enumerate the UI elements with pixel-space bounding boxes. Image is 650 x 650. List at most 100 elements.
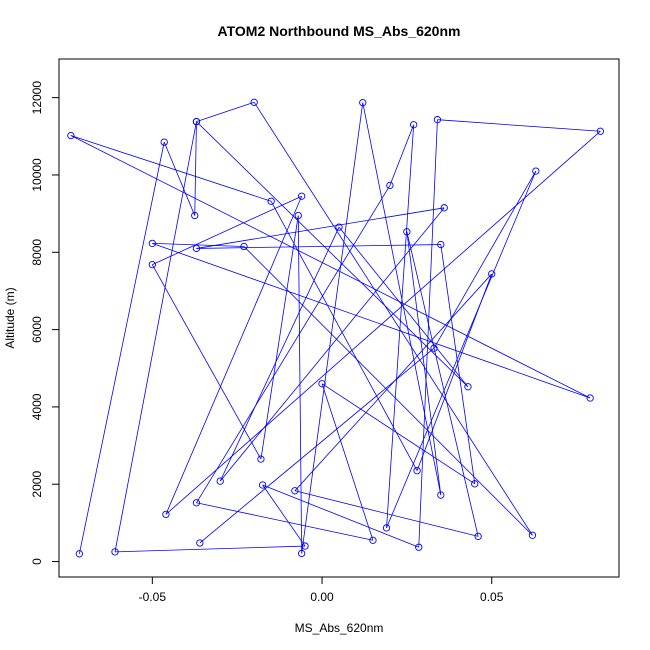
data-point bbox=[148, 261, 156, 269]
series-segment bbox=[199, 347, 435, 544]
series-segment bbox=[260, 215, 299, 460]
series-segment bbox=[196, 121, 469, 388]
data-point bbox=[488, 270, 496, 278]
data-point bbox=[111, 548, 119, 556]
data-point bbox=[240, 242, 248, 251]
series-segment bbox=[321, 383, 374, 541]
data-point bbox=[415, 543, 423, 551]
series-segment bbox=[219, 226, 340, 482]
data-point bbox=[433, 116, 442, 124]
data-point bbox=[162, 510, 170, 519]
series-segment bbox=[321, 383, 475, 485]
series-segment bbox=[433, 170, 537, 349]
data-point bbox=[335, 223, 343, 231]
data-point bbox=[298, 549, 306, 558]
series-segment bbox=[114, 121, 197, 552]
series-points bbox=[67, 98, 604, 558]
series-lines bbox=[70, 101, 601, 554]
y-axis: 0 2000 4000 6000 8000 10000 12000 bbox=[30, 81, 60, 565]
x-axis: -0.05 0.00 0.05 bbox=[139, 576, 504, 604]
data-point bbox=[294, 211, 302, 220]
data-point bbox=[67, 131, 75, 140]
data-point bbox=[413, 467, 421, 475]
data-point bbox=[267, 197, 275, 205]
series-segment bbox=[386, 124, 415, 528]
data-point bbox=[430, 344, 438, 352]
series-segment bbox=[152, 195, 302, 266]
x-tick-label: 0.00 bbox=[310, 590, 334, 604]
data-point bbox=[148, 239, 156, 248]
series-segment bbox=[406, 231, 479, 537]
data-point bbox=[318, 380, 326, 388]
series-segment bbox=[194, 121, 197, 216]
data-point bbox=[440, 204, 448, 212]
series-segment bbox=[406, 231, 442, 496]
data-point bbox=[291, 487, 299, 495]
data-point bbox=[191, 211, 199, 220]
data-point bbox=[301, 542, 309, 550]
series-segment bbox=[163, 141, 196, 216]
series-segment bbox=[219, 207, 445, 482]
series-segment bbox=[165, 196, 303, 515]
series-segment bbox=[338, 226, 469, 388]
x-tick-label: 0.05 bbox=[480, 590, 504, 604]
series-segment bbox=[389, 124, 415, 186]
data-point bbox=[437, 240, 445, 249]
series-segment bbox=[152, 242, 244, 247]
y-tick-label: 2000 bbox=[30, 471, 44, 498]
series-segment bbox=[196, 244, 441, 249]
series-segment bbox=[301, 102, 364, 554]
data-point bbox=[464, 383, 472, 391]
series-segment bbox=[165, 130, 601, 515]
series-segment bbox=[196, 185, 391, 503]
series-segment bbox=[196, 207, 445, 249]
data-point bbox=[192, 499, 201, 507]
series-segment bbox=[270, 201, 418, 471]
data-point bbox=[258, 481, 267, 489]
data-point bbox=[410, 121, 418, 129]
series-segment bbox=[152, 243, 591, 399]
series-segment bbox=[386, 170, 537, 529]
series-segment bbox=[196, 502, 374, 541]
series-segment bbox=[114, 545, 306, 553]
data-point bbox=[359, 99, 367, 107]
data-point bbox=[382, 524, 391, 532]
y-tick-label: 6000 bbox=[30, 316, 44, 343]
y-tick-label: 0 bbox=[30, 558, 44, 565]
data-point bbox=[298, 192, 306, 200]
data-point bbox=[75, 550, 84, 558]
data-point bbox=[192, 244, 201, 253]
series-segment bbox=[294, 490, 479, 537]
data-point bbox=[586, 394, 594, 402]
series-segment bbox=[196, 101, 255, 123]
series-segment bbox=[440, 244, 476, 484]
data-point bbox=[257, 455, 265, 463]
series-segment bbox=[418, 119, 438, 548]
x-tick-label: -0.05 bbox=[139, 590, 167, 604]
data-point bbox=[596, 127, 604, 135]
data-point bbox=[474, 532, 482, 541]
y-tick-label: 8000 bbox=[30, 239, 44, 266]
series-segment bbox=[262, 484, 306, 547]
data-point bbox=[403, 228, 411, 236]
y-axis-label: Altitude (m) bbox=[3, 287, 17, 348]
data-point bbox=[250, 98, 258, 106]
series-segment bbox=[262, 484, 419, 548]
series-segment bbox=[78, 142, 165, 554]
data-point bbox=[471, 480, 479, 488]
x-axis-label: MS_Abs_620nm bbox=[295, 621, 384, 635]
series-segment bbox=[243, 246, 533, 536]
y-tick-label: 10000 bbox=[30, 158, 44, 192]
data-point bbox=[192, 117, 201, 126]
chart-title: ATOM2 Northbound MS_Abs_620nm bbox=[218, 23, 461, 39]
data-point bbox=[528, 531, 537, 539]
series-segment bbox=[437, 119, 601, 132]
series-segment bbox=[70, 135, 591, 399]
data-point bbox=[532, 167, 540, 175]
series-segment bbox=[253, 102, 533, 536]
data-point bbox=[216, 477, 224, 485]
series-segment bbox=[297, 215, 303, 554]
series-segment bbox=[70, 135, 272, 202]
